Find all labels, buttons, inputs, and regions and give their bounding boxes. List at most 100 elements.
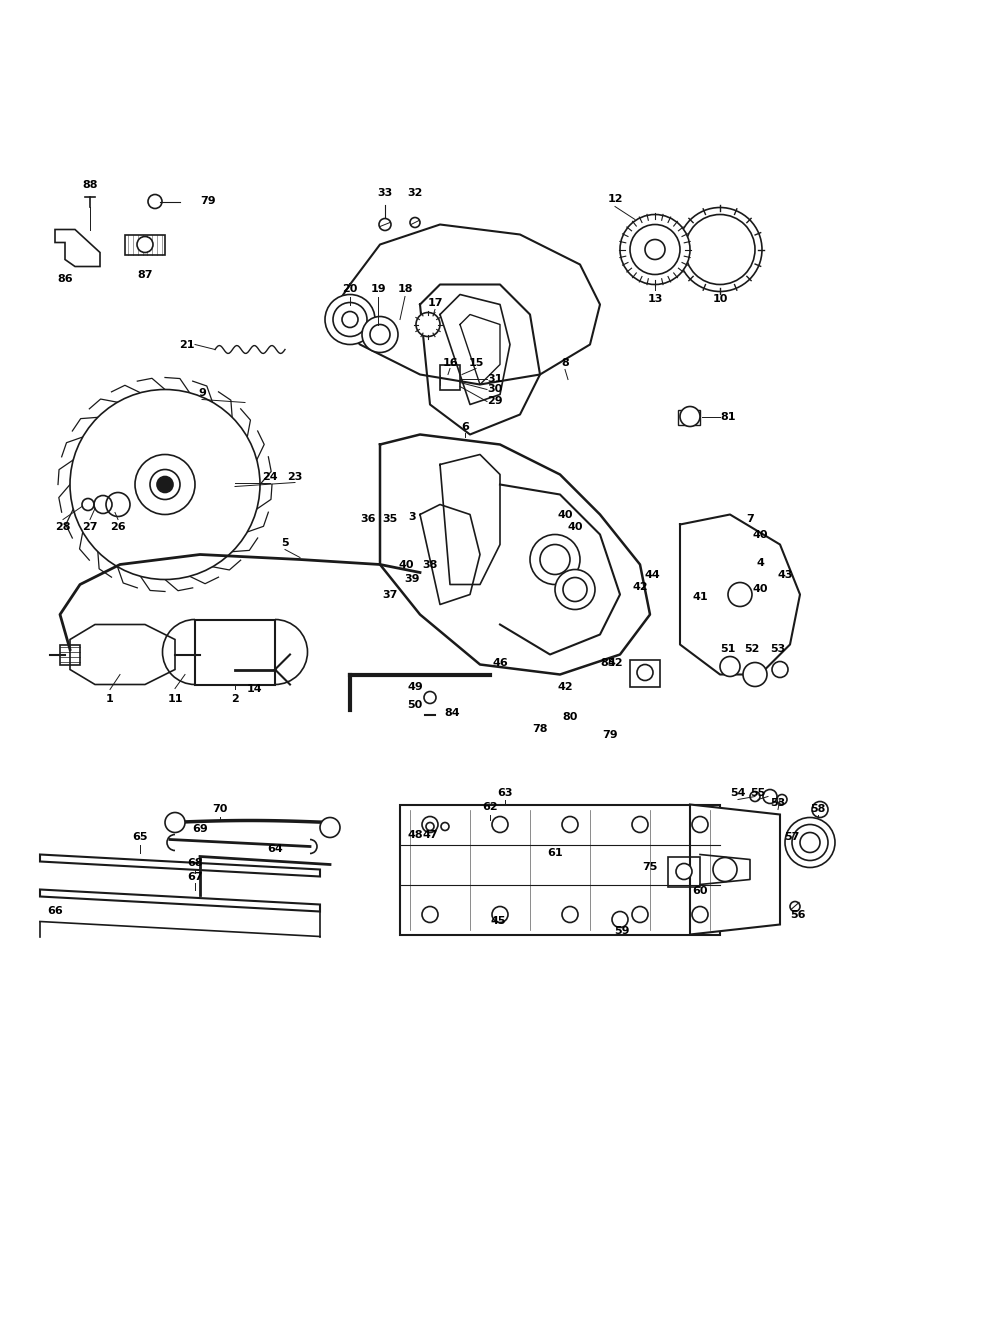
Text: 30: 30: [487, 384, 502, 395]
Circle shape: [620, 214, 690, 284]
Text: 63: 63: [497, 788, 513, 797]
Circle shape: [772, 662, 788, 678]
Text: 86: 86: [57, 275, 73, 284]
Circle shape: [492, 906, 508, 922]
Text: 38: 38: [422, 560, 438, 570]
Text: 75: 75: [643, 861, 658, 872]
Text: 85: 85: [600, 658, 616, 667]
Text: 13: 13: [647, 295, 663, 304]
Circle shape: [743, 662, 767, 687]
Text: 67: 67: [187, 872, 203, 881]
Text: 44: 44: [644, 570, 660, 579]
Text: 43: 43: [777, 570, 793, 579]
Text: 17: 17: [427, 298, 443, 307]
Circle shape: [157, 477, 173, 493]
Text: 26: 26: [110, 521, 126, 532]
Circle shape: [632, 816, 648, 832]
Text: 60: 60: [692, 886, 708, 897]
Circle shape: [135, 455, 195, 514]
Text: 23: 23: [287, 472, 303, 481]
Text: 56: 56: [790, 909, 806, 920]
Circle shape: [562, 906, 578, 922]
Circle shape: [713, 857, 737, 881]
Circle shape: [530, 534, 580, 585]
Text: 59: 59: [614, 926, 630, 937]
Text: 50: 50: [407, 699, 423, 710]
Circle shape: [379, 218, 391, 230]
Circle shape: [632, 906, 648, 922]
Text: 87: 87: [137, 270, 153, 279]
Circle shape: [676, 864, 692, 880]
Text: 45: 45: [490, 917, 506, 926]
Polygon shape: [690, 804, 780, 934]
Text: 29: 29: [487, 396, 503, 407]
Text: 4: 4: [756, 557, 764, 567]
Text: 19: 19: [370, 284, 386, 295]
Circle shape: [492, 816, 508, 832]
Text: 7: 7: [746, 514, 754, 525]
Text: 61: 61: [547, 848, 563, 857]
Text: 88: 88: [82, 179, 98, 190]
Text: 27: 27: [82, 521, 98, 532]
Circle shape: [362, 316, 398, 352]
Text: 36: 36: [360, 514, 376, 525]
Text: 69: 69: [192, 824, 208, 835]
Text: 40: 40: [752, 529, 768, 540]
Circle shape: [416, 312, 440, 336]
Text: 40: 40: [752, 585, 768, 594]
Text: 41: 41: [692, 591, 708, 602]
Text: 49: 49: [407, 682, 423, 691]
Polygon shape: [40, 889, 320, 912]
Circle shape: [692, 906, 708, 922]
Text: 42: 42: [632, 582, 648, 591]
Text: 52: 52: [744, 645, 760, 654]
Text: 15: 15: [468, 358, 484, 368]
Text: 10: 10: [712, 295, 728, 304]
Text: 55: 55: [750, 788, 766, 797]
Text: 79: 79: [200, 197, 216, 206]
Text: 48: 48: [407, 829, 423, 840]
Circle shape: [630, 225, 680, 275]
Text: 3: 3: [408, 512, 416, 521]
Circle shape: [148, 194, 162, 209]
Text: 5: 5: [281, 537, 289, 548]
Text: 79: 79: [602, 730, 618, 739]
Circle shape: [555, 570, 595, 610]
Text: 37: 37: [382, 590, 398, 599]
Text: 53: 53: [770, 797, 786, 808]
Text: 20: 20: [342, 284, 358, 295]
Text: 53: 53: [770, 645, 786, 654]
Circle shape: [70, 389, 260, 579]
Text: 35: 35: [382, 514, 398, 525]
Text: 70: 70: [212, 804, 228, 815]
Circle shape: [333, 303, 367, 336]
Circle shape: [785, 817, 835, 868]
Text: 66: 66: [47, 906, 63, 917]
Circle shape: [165, 812, 185, 832]
Text: 68: 68: [187, 857, 203, 868]
Circle shape: [137, 237, 153, 253]
Text: 14: 14: [247, 684, 263, 695]
Text: 58: 58: [810, 804, 826, 815]
Circle shape: [540, 545, 570, 574]
Circle shape: [563, 578, 587, 602]
Circle shape: [678, 207, 762, 291]
Circle shape: [720, 657, 740, 676]
Circle shape: [370, 324, 390, 344]
Text: 32: 32: [407, 187, 423, 198]
Text: 54: 54: [730, 788, 746, 797]
Text: 62: 62: [482, 801, 498, 812]
Text: 8: 8: [561, 358, 569, 368]
Text: 2: 2: [231, 695, 239, 704]
Text: 42: 42: [607, 658, 623, 667]
Text: 16: 16: [442, 358, 458, 368]
Text: 65: 65: [132, 832, 148, 843]
Circle shape: [150, 469, 180, 500]
Text: 1: 1: [106, 695, 114, 704]
Circle shape: [692, 816, 708, 832]
Text: 78: 78: [532, 724, 548, 735]
Text: 39: 39: [404, 574, 420, 585]
Polygon shape: [40, 855, 320, 877]
Text: 80: 80: [562, 711, 578, 722]
Circle shape: [637, 664, 653, 680]
